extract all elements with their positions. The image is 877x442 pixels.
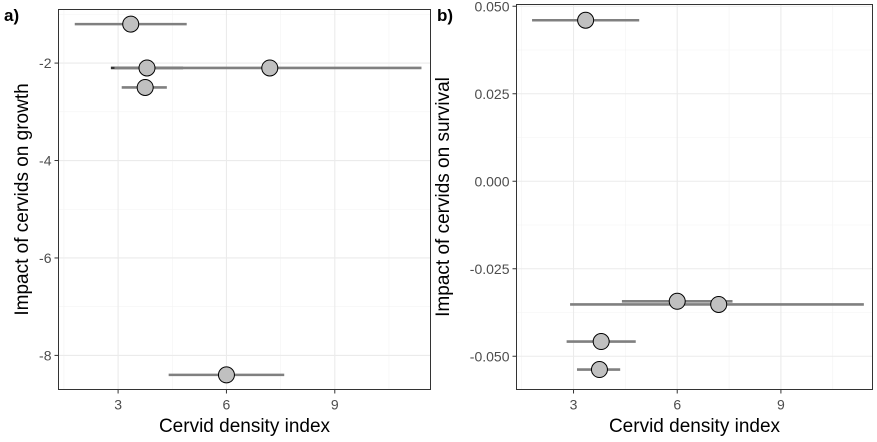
x-tick-label: 9: [777, 397, 785, 413]
panel-tag-a: a): [4, 6, 19, 25]
plot-area-b: [516, 4, 873, 390]
panel-b-survival: b) 3 6 9 0.050 0.025 0.000 -0.025 -0.050 Cervi…: [433, 0, 873, 437]
plot-area-a: [58, 9, 431, 390]
x-tick-label: 3: [570, 397, 578, 413]
y-tick-label: -0.025: [470, 261, 510, 277]
y-axis-ticks-a: -2 -4 -6 -8: [39, 55, 59, 363]
x-axis-ticks-a: 3 6 9: [114, 389, 339, 413]
y-axis-title-b: Impact of cervids on survival: [433, 77, 454, 317]
panel-tag-b: b): [437, 6, 453, 25]
y-tick-label: -0.050: [470, 348, 510, 364]
data-point: [136, 78, 154, 96]
data-point: [122, 15, 140, 33]
data-point: [592, 333, 610, 351]
data-point: [217, 366, 235, 384]
x-tick-label: 9: [331, 397, 339, 413]
data-marks-b: [532, 11, 864, 379]
panel-a-growth: a) 3 6 9 -2 -4 -6 -8 Cervid density index Imp…: [4, 6, 431, 437]
y-tick-label: -2: [39, 55, 52, 71]
data-point: [710, 295, 728, 313]
grid-b: [516, 4, 873, 390]
data-point: [590, 361, 608, 379]
x-axis-title-b: Cervid density index: [609, 416, 781, 437]
y-axis-ticks-b: 0.050 0.025 0.000 -0.025 -0.050: [470, 0, 517, 364]
x-tick-label: 6: [223, 397, 231, 413]
x-axis-ticks-b: 3 6 9: [570, 389, 785, 413]
x-tick-label: 6: [673, 397, 681, 413]
data-point: [261, 59, 279, 77]
plot-border-b: [516, 4, 873, 390]
y-tick-label: -4: [39, 153, 52, 169]
y-tick-label: 0.025: [474, 86, 509, 102]
y-axis-title-a: Impact of cervids on growth: [12, 83, 33, 315]
y-tick-label: -6: [39, 250, 52, 266]
y-tick-label: 0.000: [474, 173, 509, 189]
grid-a: [58, 9, 431, 390]
data-point: [138, 59, 156, 77]
y-tick-label: 0.050: [474, 0, 509, 14]
data-point: [668, 292, 686, 310]
y-tick-label: -8: [39, 347, 52, 363]
plot-border-a: [58, 9, 431, 390]
data-point: [577, 11, 595, 29]
x-tick-label: 3: [114, 397, 122, 413]
data-marks-a: [74, 15, 422, 384]
x-axis-title-a: Cervid density index: [159, 416, 331, 437]
